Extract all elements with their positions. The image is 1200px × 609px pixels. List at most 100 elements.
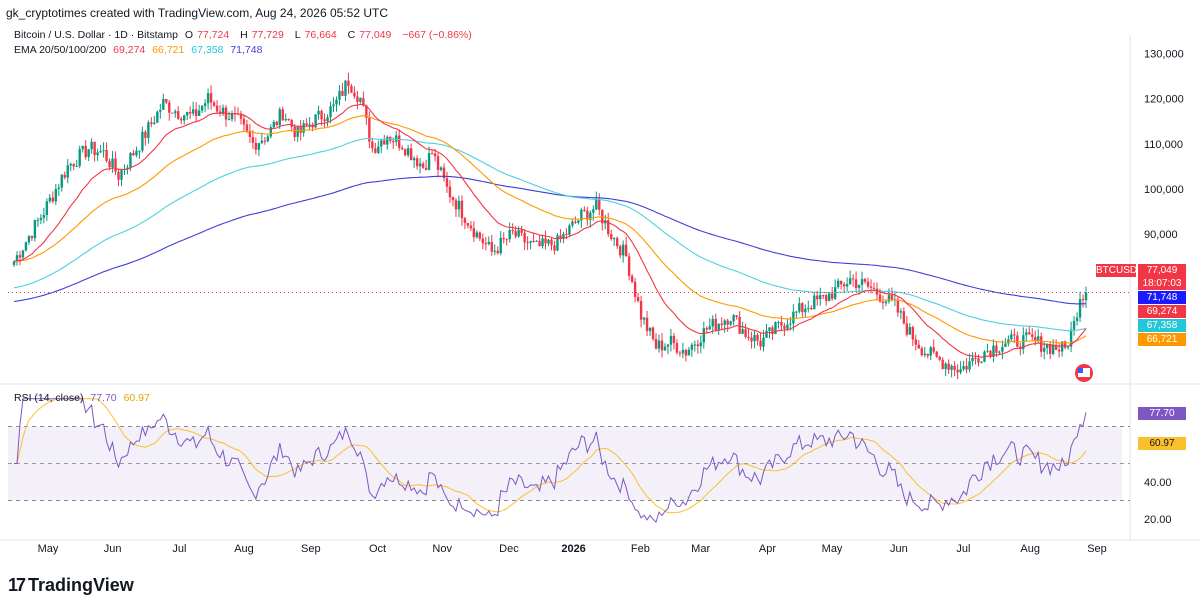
candle-body [457,200,461,210]
candle [911,325,915,347]
candle [1040,332,1043,357]
credit-line: gk_cryptotimes created with TradingView.… [6,6,388,20]
candle-body [105,150,108,161]
candle-body [738,316,741,334]
candle-body [729,321,732,325]
candle [884,300,888,307]
candle-body [442,167,446,179]
candle [168,100,171,121]
candle-body [890,294,894,300]
candle [401,145,404,151]
candle-body [90,141,93,150]
ema20-line [13,103,1087,358]
candle-body [496,250,499,254]
candle [138,150,141,159]
candle [141,126,144,153]
candle-body [884,301,888,304]
candle-body [380,140,383,147]
candle-body [439,167,443,170]
candle-body [12,261,16,265]
candle-body [132,152,135,156]
candle [941,357,944,370]
candle-body [577,220,580,223]
candle [36,217,40,227]
candle-body [478,232,482,239]
candle [90,138,93,154]
candle [472,221,476,242]
candle [51,191,55,204]
candle-body [51,197,55,202]
candle [377,140,380,155]
candle [347,72,350,94]
candle [209,85,213,110]
candle [839,280,843,290]
candle-body [687,349,691,356]
candle [21,249,25,261]
candle-body [1084,292,1088,301]
candle [466,222,470,229]
candle-body [630,275,634,282]
candle-body [523,232,526,243]
candle [863,277,867,284]
candle-body [1031,334,1034,338]
candle-body [705,328,708,330]
candle [947,359,950,375]
candles-group [12,72,1088,380]
candle [601,209,604,231]
ema20-value: 69,274 [113,44,146,56]
candle [616,236,619,249]
candle-body [663,346,667,351]
time-tick-label: Dec [499,543,519,555]
close-value: C 77,049 [347,29,392,41]
candle-body [1054,345,1058,350]
candle-body [583,209,586,211]
candle-body [675,343,679,353]
candle-body [1063,341,1067,348]
candle [708,318,711,330]
candle-body [194,109,198,116]
candle [571,218,574,228]
candle-body [592,209,595,213]
candle [15,251,19,266]
candle [899,308,903,320]
candle-body [126,167,129,170]
candle-body [481,238,485,244]
candle-body [1075,317,1079,321]
candle [851,274,855,287]
candle [520,225,523,237]
candle [448,180,452,203]
candle-body [263,140,267,142]
candle-body [320,110,323,120]
candle-body [401,147,404,150]
ema50-line [13,115,1087,344]
candle [197,104,201,117]
candle [589,210,592,228]
candle-body [932,347,935,352]
candle-body [469,225,473,229]
candle [756,332,759,346]
candle-body [666,344,670,347]
candle [905,316,909,337]
candle-body [75,165,78,167]
candle-body [807,307,810,309]
candle-body [822,295,825,297]
candle [174,109,177,118]
candle [538,234,541,247]
candle [39,214,43,225]
candle-body [726,320,729,325]
candle [654,333,658,350]
candle [1054,339,1058,351]
candle-body [660,340,664,351]
candle-body [1048,344,1052,354]
candle [221,104,225,116]
flag-stripe [1078,368,1090,377]
candle [1078,291,1082,322]
candle-body [81,145,84,149]
candle-body [645,317,649,332]
candle-body [120,170,123,180]
candle [1031,328,1034,341]
candle [1075,312,1079,326]
candle-body [723,320,726,325]
tradingview-logo[interactable]: 17 TradingView [8,575,134,596]
